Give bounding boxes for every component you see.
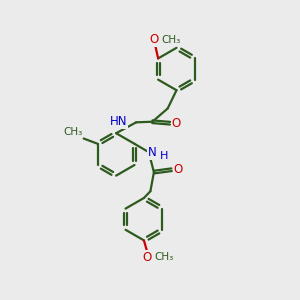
Text: CH₃: CH₃ <box>162 35 181 45</box>
Text: CH₃: CH₃ <box>154 252 173 262</box>
Text: HN: HN <box>110 115 127 128</box>
Text: N: N <box>148 146 157 159</box>
Text: O: O <box>142 251 152 264</box>
Text: H: H <box>160 151 168 161</box>
Text: CH₃: CH₃ <box>63 127 82 137</box>
Text: O: O <box>173 163 183 176</box>
Text: O: O <box>172 117 181 130</box>
Text: O: O <box>149 33 158 46</box>
